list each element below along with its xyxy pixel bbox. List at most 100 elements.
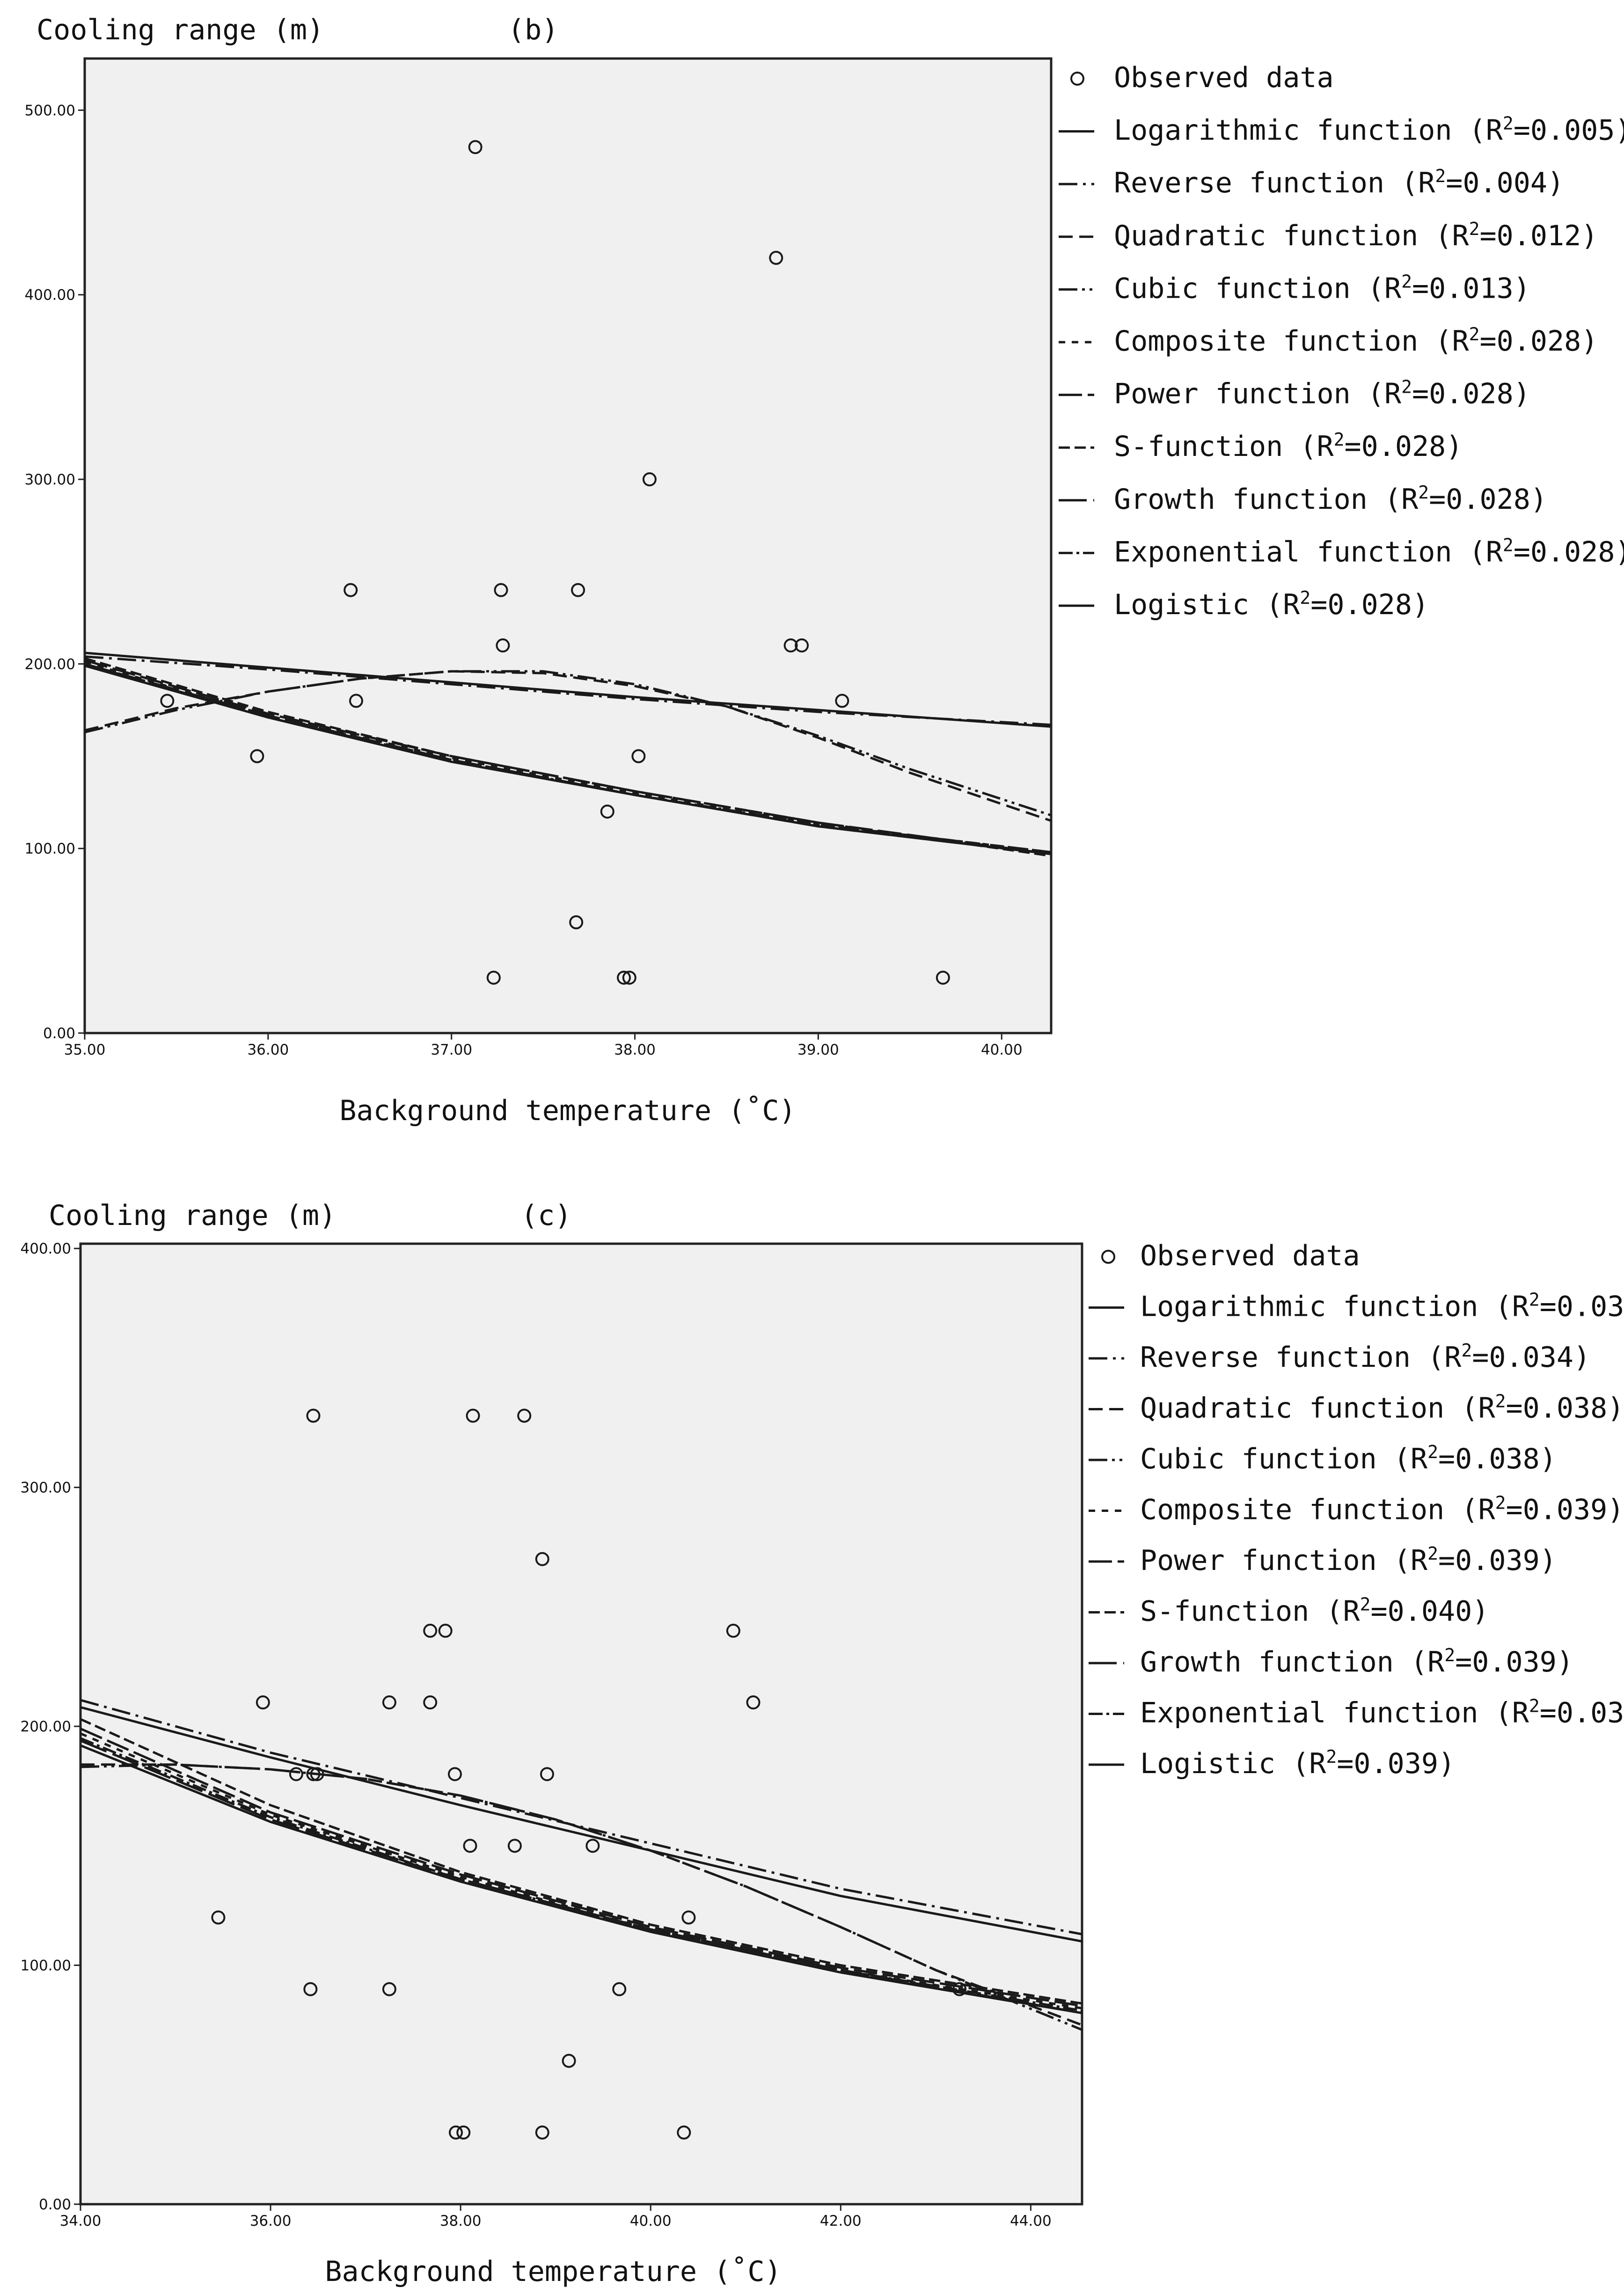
data-point [211,1910,226,1925]
data-point [250,749,264,763]
data-point [681,1910,696,1925]
x-tick-label: 35.00 [64,1041,106,1058]
legend-label: Cubic function (R2=0.038) [1140,1442,1557,1475]
data-point [349,694,363,708]
fit-curve [85,655,1051,726]
y-tick-label: 0.00 [39,2196,71,2213]
fit-curve [80,1706,1082,1943]
data-point [936,970,950,985]
data-point [486,970,501,985]
legend-label: Power function (R2=0.039) [1140,1543,1557,1577]
data-point [423,1695,438,1710]
data-point [562,2053,576,2068]
legend-label: Composite function (R2=0.039) [1140,1493,1624,1526]
legend-label: Exponential function (R2=0.039) [1140,1696,1624,1730]
x-tick-label: 36.00 [250,2213,292,2229]
fit-curve [80,1699,1082,1936]
data-point [726,1623,740,1638]
legend-label: Observed data [1140,1239,1360,1272]
legend-marker [1101,1250,1115,1264]
legend-label: Exponential function (R2=0.028) [1114,535,1624,568]
observed-points [211,1408,967,2140]
legend-label: Observed data [1114,61,1334,94]
data-point [783,638,798,653]
data-point [303,1982,318,1996]
data-point [382,1982,396,1996]
x-tick-label: 40.00 [630,2213,672,2229]
observed-points [160,140,950,985]
legend-label: Growth function (R2=0.039) [1140,1645,1573,1679]
y-tick-label: 400.00 [25,287,75,304]
data-point [468,140,483,154]
data-point [835,694,849,708]
data-point [160,694,175,708]
panel-label: (c) [521,1199,571,1232]
fit-curves [85,652,1051,857]
data-point [622,970,636,985]
panel-c: Cooling range (m) (c) 34.00 36.00 38.00 40.… [21,1199,1624,2288]
plot-area [83,57,1053,1034]
legend-marker [1070,72,1084,86]
data-point [448,2125,463,2140]
data-point [289,1767,303,1782]
data-point [571,583,585,597]
fit-curves [80,1699,1082,2031]
x-tick-label: 44.00 [1010,2213,1052,2229]
fit-curve [85,670,1051,817]
legend: Observed data Logarithmic function (R2=0.… [1059,61,1624,621]
data-point [463,1839,477,1853]
fit-curve [80,1737,1082,2012]
y-tick-label: 500.00 [25,102,75,119]
data-point [507,1839,522,1853]
y-axis-title: Cooling range (m) [37,14,324,46]
legend-label: Logistic (R2=0.039) [1140,1746,1455,1780]
data-point [456,2125,471,2140]
legend-label: Power function (R2=0.028) [1114,377,1530,411]
y-tick-label: 300.00 [25,471,75,488]
data-point [344,583,358,597]
data-point [795,638,809,653]
x-axis-title: Background temperature (˚C) [339,1094,796,1127]
legend-label: Reverse function (R2=0.034) [1140,1340,1590,1374]
data-point [746,1695,761,1710]
y-tick-label: 100.00 [21,1958,71,1974]
fit-curve [85,659,1051,855]
data-point [642,472,657,487]
data-point [585,1839,600,1853]
x-tick-label: 42.00 [820,2213,862,2229]
data-point [617,970,631,985]
data-point [438,1623,453,1638]
y-tick-label: 400.00 [21,1240,71,1257]
data-point [423,1623,438,1638]
legend-label: Cubic function (R2=0.013) [1114,271,1530,305]
fit-curve [85,657,1051,857]
y-tick-label: 100.00 [25,841,75,858]
data-point [382,1695,396,1710]
data-point [769,250,783,265]
data-point [631,749,646,763]
x-tick-label: 37.00 [431,1041,472,1058]
legend-label: Reverse function (R2=0.004) [1114,166,1564,199]
x-tick-label: 38.00 [440,2213,482,2229]
data-point [306,1767,321,1782]
data-point [952,1982,967,1996]
data-point [306,1408,321,1423]
legend-label: Logarithmic function (R2=0.034) [1140,1290,1624,1323]
legend-label: Logistic (R2=0.028) [1114,587,1429,621]
panel-b: Cooling range (m) (b) 35.00 36.00 37.00 38.… [25,14,1624,1127]
data-point [256,1695,270,1710]
x-axis-title: Background temperature (˚C) [325,2255,781,2288]
y-tick-label: 200.00 [25,656,75,673]
data-point [535,2125,549,2140]
data-point [569,915,584,930]
legend-label: Growth function (R2=0.028) [1114,482,1547,516]
legend-label: Quadratic function (R2=0.038) [1140,1391,1624,1425]
fit-curve [80,1727,1082,2007]
data-point [612,1982,627,1996]
plot-area [79,1242,1083,2206]
axis-ticks: 34.00 36.00 38.00 40.00 42.00 44.00 0.00 100.00… [21,1240,1052,2229]
y-tick-label: 200.00 [21,1718,71,1735]
x-tick-label: 40.00 [981,1041,1023,1058]
x-tick-label: 36.00 [247,1041,289,1058]
data-point [677,2125,691,2140]
